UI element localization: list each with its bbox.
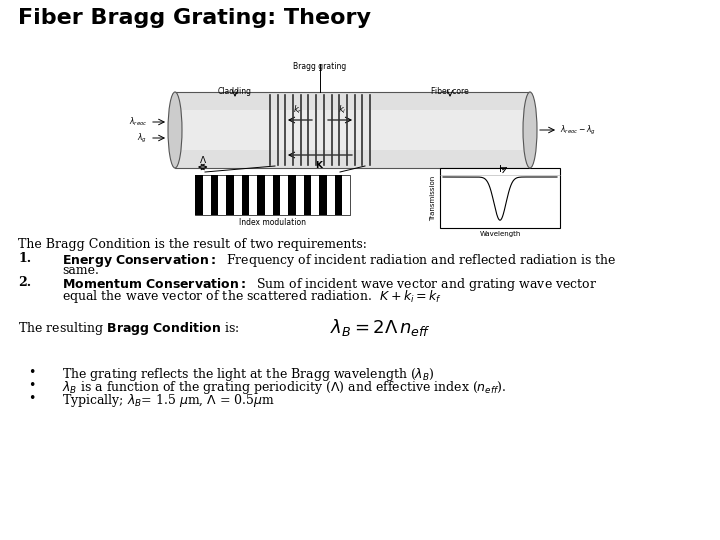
Text: Transmission: Transmission xyxy=(430,176,436,221)
Bar xyxy=(288,175,296,215)
Bar xyxy=(335,175,342,215)
Text: $\mathbf{Momentum\ Conservation:}$  Sum of incident wave vector and grating wave: $\mathbf{Momentum\ Conservation:}$ Sum o… xyxy=(62,276,598,293)
Text: The resulting $\mathbf{Bragg\ Condition}$ is:: The resulting $\mathbf{Bragg\ Condition}… xyxy=(18,320,240,337)
Bar xyxy=(272,175,280,215)
Text: $\Lambda$: $\Lambda$ xyxy=(199,154,207,165)
Bar xyxy=(195,175,350,215)
Bar xyxy=(195,175,203,215)
Text: $\mathbf{K}$: $\mathbf{K}$ xyxy=(315,159,325,170)
Text: equal the wave vector of the scattered radiation.  $K + k_i = k_f$: equal the wave vector of the scattered r… xyxy=(62,288,442,305)
Bar xyxy=(182,110,523,150)
Bar xyxy=(440,168,560,228)
Text: 2.: 2. xyxy=(18,276,31,289)
Text: same.: same. xyxy=(62,264,99,277)
Text: The grating reflects the light at the Bragg wavelength ($\lambda_B$): The grating reflects the light at the Br… xyxy=(62,366,435,383)
Text: Typically; $\lambda_B$= 1.5 $\mu$m, $\Lambda$ = 0.5$\mu$m: Typically; $\lambda_B$= 1.5 $\mu$m, $\La… xyxy=(62,392,275,409)
Text: $k_i$: $k_i$ xyxy=(338,104,346,116)
Text: •: • xyxy=(28,379,35,392)
Text: Index modulation: Index modulation xyxy=(239,218,306,227)
Text: $\lambda_g$: $\lambda_g$ xyxy=(137,131,147,145)
Text: $\mathbf{Energy\ Conservation:}$  Frequency of incident radiation and reflected : $\mathbf{Energy\ Conservation:}$ Frequen… xyxy=(62,252,617,269)
Text: $k_r$: $k_r$ xyxy=(293,104,303,116)
Text: Fiber Bragg Grating: Theory: Fiber Bragg Grating: Theory xyxy=(18,8,371,28)
Bar xyxy=(319,175,327,215)
Ellipse shape xyxy=(523,92,537,168)
Text: 1.: 1. xyxy=(18,252,31,265)
Text: Cladding: Cladding xyxy=(218,87,252,96)
Bar xyxy=(257,175,265,215)
Text: Wavelength: Wavelength xyxy=(480,231,521,237)
Ellipse shape xyxy=(168,92,182,168)
Bar xyxy=(241,175,249,215)
Text: $\lambda_{reoc}$: $\lambda_{reoc}$ xyxy=(129,116,147,128)
Text: $\lambda_{reoc} - \lambda_g$: $\lambda_{reoc} - \lambda_g$ xyxy=(560,124,596,137)
Bar xyxy=(175,92,530,168)
Bar xyxy=(304,175,311,215)
Text: $\lambda_B = 2\Lambda\, n_{eff}$: $\lambda_B = 2\Lambda\, n_{eff}$ xyxy=(330,317,431,338)
Text: $\lambda_B$ is a function of the grating periodicity ($\Lambda$) and effective i: $\lambda_B$ is a function of the grating… xyxy=(62,379,506,396)
Text: Fiber core: Fiber core xyxy=(431,87,469,96)
Text: The Bragg Condition is the result of two requirements:: The Bragg Condition is the result of two… xyxy=(18,238,367,251)
Text: •: • xyxy=(28,392,35,405)
Bar xyxy=(226,175,234,215)
Text: •: • xyxy=(28,366,35,379)
Text: Bragg grating: Bragg grating xyxy=(293,62,346,71)
Bar xyxy=(210,175,218,215)
